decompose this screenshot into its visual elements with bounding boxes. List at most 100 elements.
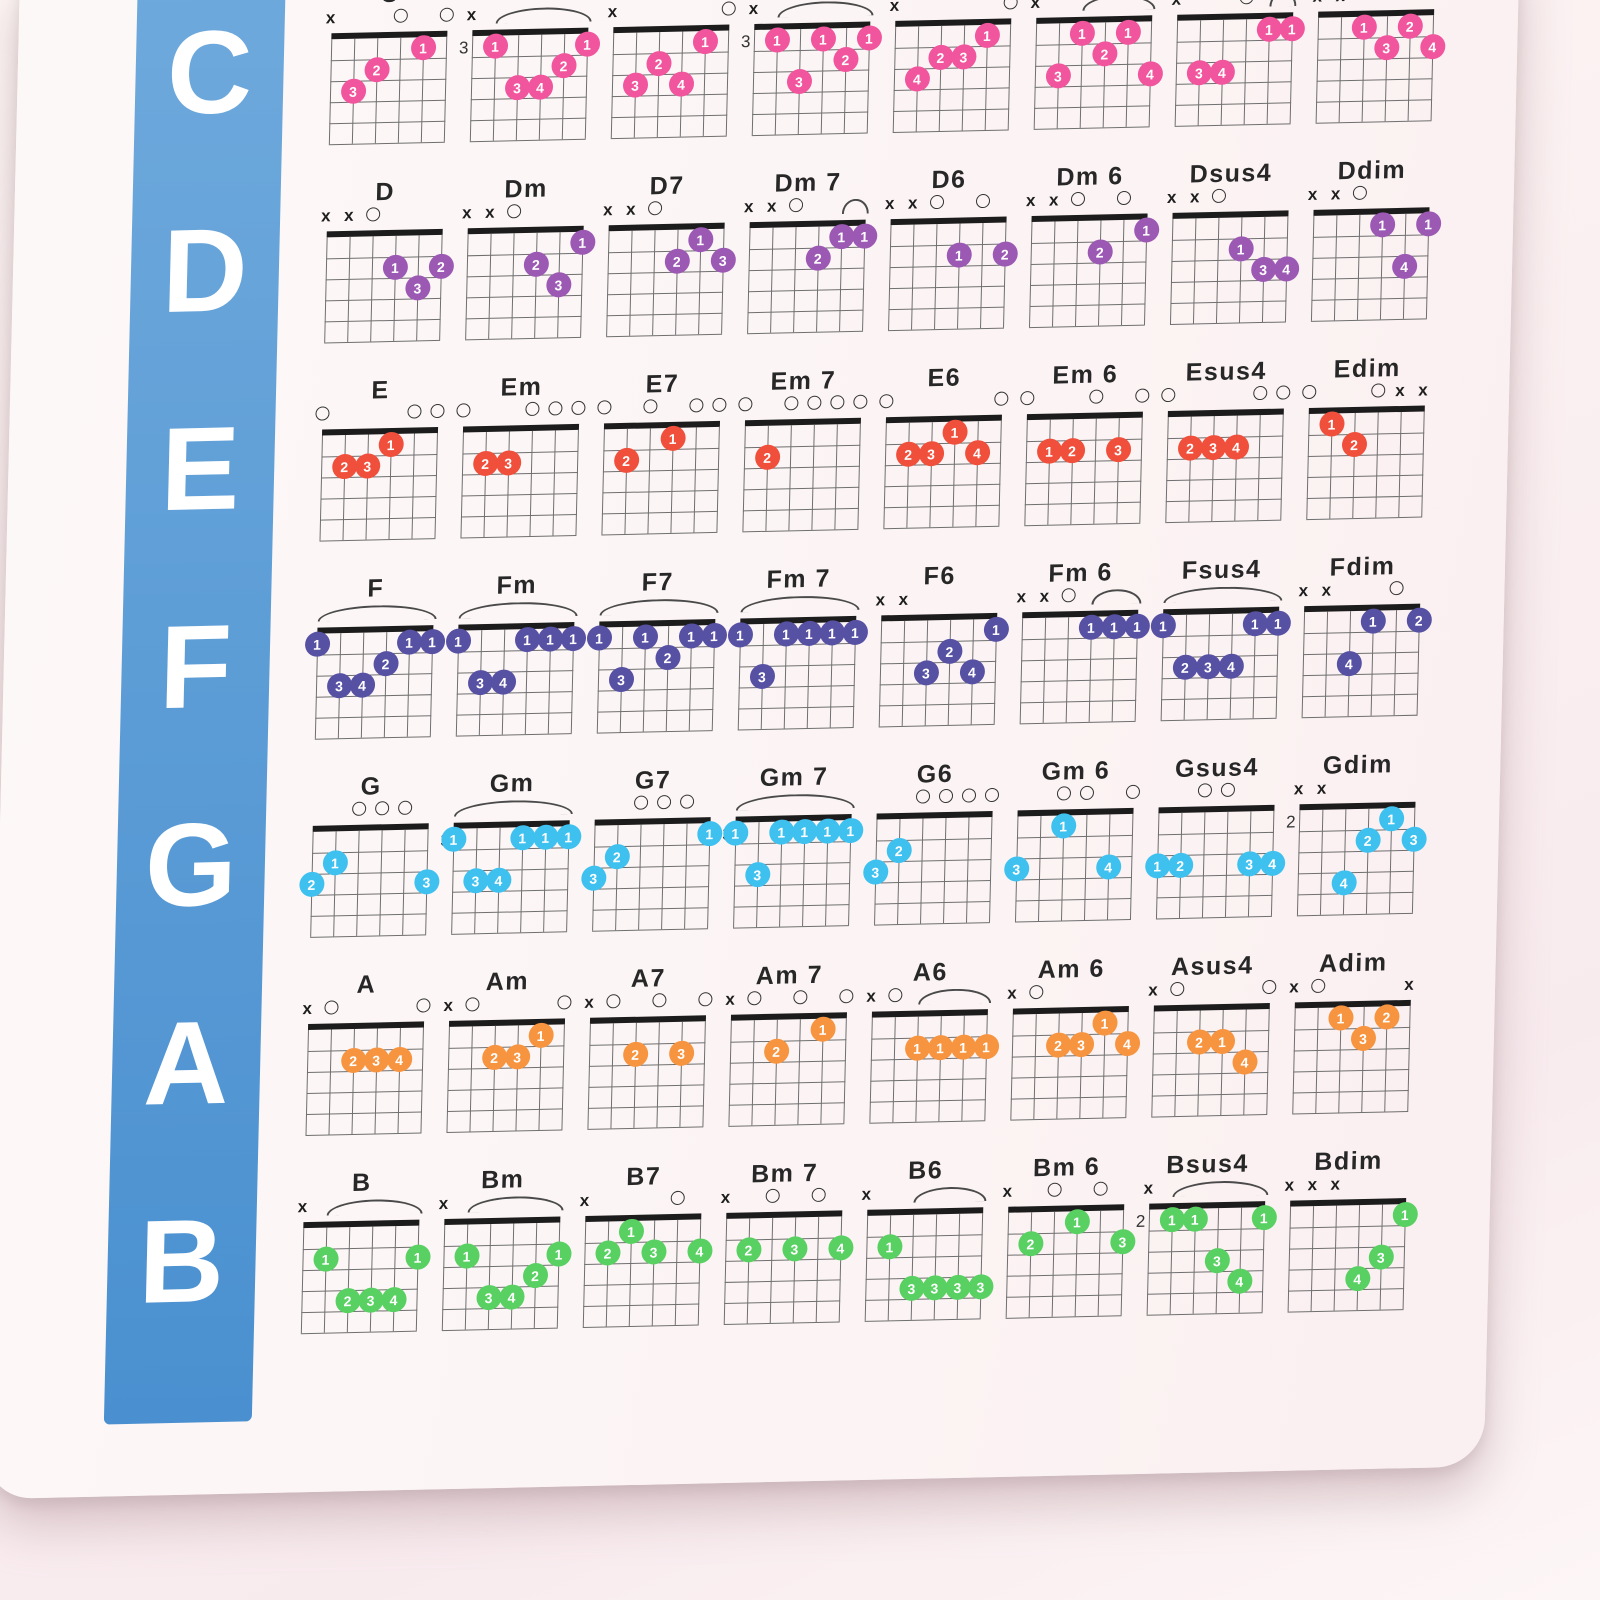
finger-dot: 3 [1204,1247,1230,1274]
chord-name: Bsus4 [1166,1149,1250,1180]
chord-diagram-esus4: Esus4 2 3 4 [1152,354,1298,555]
string-line [460,432,464,538]
finger-dot: 3 [462,867,489,894]
string-line [1398,411,1402,518]
finger-dot: 4 [1344,1265,1371,1292]
fret-line [587,1105,704,1109]
string-line [728,1020,732,1126]
fret-line [1165,519,1282,524]
finger-dot: 1 [1378,806,1404,832]
finger-dot: 4 [1095,854,1122,880]
finger-dot: 1 [809,1016,836,1043]
finger-dot: 4 [668,71,694,97]
open-string-marker [929,194,945,210]
string-line [370,236,374,342]
finger-dot: 1 [1242,610,1268,637]
fret-line [883,525,1000,530]
chord-diagram-g7: G7 1 2 3 [578,763,724,964]
finger-dot: 3 [967,1274,994,1300]
string-line [511,233,515,339]
fret-line [1289,1225,1406,1229]
finger-dot: 3 [1195,653,1221,680]
finger-dot: 1 [1415,211,1441,237]
fret-line [1015,897,1132,902]
string-line [1074,220,1079,327]
fret-line [1016,834,1133,839]
fret-line [1151,1114,1268,1118]
fret-line [1021,657,1138,662]
string-line [1220,1009,1224,1116]
chord-diagram-edim: Edim x x 1 2 [1292,351,1438,552]
finger-dot: 3 [744,861,771,888]
string-line [483,431,487,538]
muted-string-marker: x [1307,1174,1318,1195]
string-line [1024,420,1028,526]
chord-diagram-b6: B6 x 1 3 3 3 3 [851,1153,997,1354]
chord-diagram-em7: Em 7 2 [729,363,875,564]
string-line [347,236,351,342]
chord-diagram-fsus4: Fsus4 1 1 1 2 3 4 [1147,552,1293,753]
muted-string-marker: x [1321,580,1332,600]
string-line [305,1029,309,1136]
string-line [1384,16,1389,122]
string-line [534,232,538,338]
chord-diagram-bdim: Bdim x x x 1 3 4 [1274,1144,1420,1345]
string-line [374,38,379,144]
fret-line [1293,1068,1410,1073]
chord-name: Ddim [1337,155,1407,186]
string-line [957,223,961,329]
chord-row-g: G123Gm3111134G7123Gm 73111113G623Gm 6134… [296,747,1428,970]
fret-position-label: 3 [740,32,751,52]
open-string-marker [315,406,330,421]
fret-line [1165,498,1282,503]
finger-dot: 2 [334,1287,361,1314]
fret-line [1024,522,1141,527]
finger-dot: 1 [312,1246,339,1272]
finger-dot: 1 [1091,1010,1118,1036]
string-line [980,223,984,329]
fret-line [1029,282,1146,287]
fret-line [467,252,584,257]
nut-bar [307,1021,425,1030]
fret-line [461,492,578,497]
muted-string-marker: x [1330,184,1341,204]
fret-line [728,1123,845,1127]
fret-line [470,117,587,122]
open-string-marker [439,7,454,22]
finger-dot: 1 [1124,613,1150,640]
fret-line [1025,480,1142,485]
string-line [1007,24,1012,130]
fret-line [583,1303,700,1308]
fret-line [888,327,1005,332]
open-string-marker [738,397,753,412]
finger-dot: 3 [475,1284,502,1311]
string-line [561,34,566,140]
open-string-marker [712,397,727,413]
chord-diagram-a6: A6 x 1 1 1 1 [856,955,1002,1156]
open-string-marker [1211,188,1227,204]
string-line [961,1015,965,1121]
finger-dot: 1 [527,1022,554,1049]
muted-string-marker: x [866,986,877,1006]
muted-string-marker: x [461,203,472,223]
finger-dot: 3 [1068,1031,1094,1058]
open-string-marker [351,801,367,816]
finger-dot: 2 [1186,1029,1212,1055]
string-line [792,1217,797,1323]
fret-line [878,723,995,728]
finger-dot: 1 [419,628,445,655]
finger-dot: 1 [545,1241,572,1267]
string-line [492,1025,496,1131]
string-line [515,1025,519,1131]
finger-dot: 1 [382,254,408,281]
string-line [1356,1205,1361,1311]
string-line [910,1214,915,1320]
fret-line [888,306,1005,311]
sidebar-letter-f: F [158,600,234,735]
muted-string-marker: x [1289,977,1299,997]
string-line [1197,1010,1201,1116]
fret-line [320,496,437,500]
finger-dot: 2 [754,444,780,471]
finger-dot: 1 [509,824,536,851]
